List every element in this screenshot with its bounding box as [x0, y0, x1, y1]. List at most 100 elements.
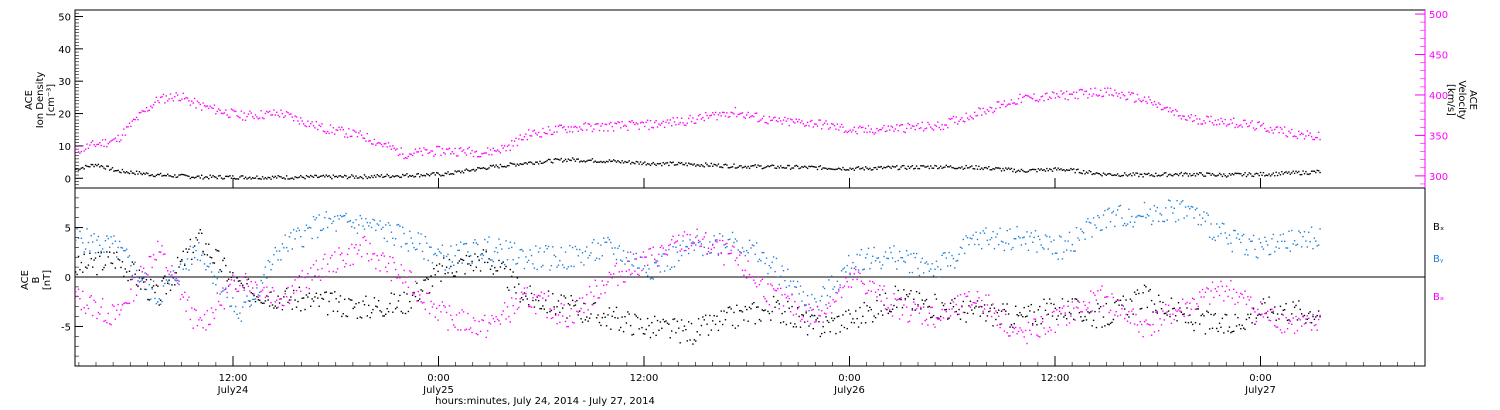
ion-density-point: [615, 161, 618, 163]
by-point: [772, 256, 775, 258]
bz-point: [1173, 318, 1175, 321]
ion-density-point: [451, 173, 453, 175]
bx-point: [478, 259, 480, 262]
by-point: [438, 250, 441, 253]
velocity-point: [377, 142, 380, 144]
ion-density-point: [1054, 167, 1057, 169]
by-point: [954, 267, 956, 269]
velocity-point: [881, 127, 884, 129]
velocity-point: [1315, 136, 1317, 139]
ion-density-point: [910, 166, 912, 168]
velocity-point: [976, 114, 979, 117]
velocity-point: [134, 118, 136, 121]
bx-point: [165, 293, 168, 295]
velocity-point: [1302, 133, 1304, 135]
x-tick-time-label: 0:00: [427, 373, 449, 384]
top-left-axis-line1: ACE: [24, 90, 35, 110]
ion-density-point: [796, 165, 799, 168]
bz-point: [1278, 318, 1280, 320]
bx-point: [1084, 315, 1086, 318]
bz-point: [158, 251, 160, 253]
ion-density-point: [815, 166, 817, 169]
bz-point: [113, 305, 115, 308]
by-point: [879, 261, 881, 263]
by-point: [131, 274, 134, 277]
ion-density-point: [1191, 174, 1194, 176]
velocity-point: [349, 135, 352, 138]
velocity-point: [1092, 93, 1095, 95]
velocity-point: [475, 150, 478, 153]
bx-point: [1105, 302, 1108, 305]
bx-point: [168, 279, 170, 281]
bx-point: [695, 340, 697, 342]
by-point: [634, 258, 636, 260]
bz-point: [992, 303, 994, 305]
velocity-point: [117, 134, 119, 137]
by-point: [867, 247, 870, 250]
velocity-point: [945, 124, 948, 126]
ion-density-point: [376, 174, 378, 176]
by-point: [1211, 238, 1214, 240]
velocity-point: [300, 117, 302, 119]
velocity-point: [747, 111, 749, 114]
bz-point: [913, 301, 915, 303]
ion-density-point: [981, 167, 983, 169]
bx-point: [1149, 288, 1151, 291]
bx-point: [586, 316, 588, 318]
by-point: [573, 265, 575, 268]
bx-point: [874, 316, 877, 319]
bz-point: [1118, 299, 1120, 302]
by-point: [321, 229, 323, 232]
ion-density-point: [355, 175, 357, 177]
bx-point: [712, 320, 714, 322]
by-point: [198, 242, 200, 244]
by-point: [862, 268, 864, 271]
bz-point: [847, 286, 850, 288]
bz-point: [1121, 308, 1123, 310]
ion-density-point: [646, 162, 649, 165]
bx-point: [464, 273, 466, 275]
velocity-point: [79, 152, 81, 154]
by-point: [379, 220, 381, 222]
bx-point: [792, 326, 795, 328]
ion-density-point: [703, 166, 705, 168]
bx-point: [1252, 307, 1255, 309]
velocity-point: [535, 132, 537, 134]
velocity-point: [462, 149, 465, 151]
bx-point: [998, 309, 1000, 311]
bx-point: [82, 271, 84, 273]
by-point: [1099, 229, 1102, 232]
by-point: [375, 229, 377, 232]
by-point: [1084, 238, 1086, 240]
by-point: [570, 265, 572, 267]
bx-point: [1300, 313, 1303, 315]
bx-point: [468, 255, 470, 258]
bx-point: [569, 304, 571, 306]
bz-point: [1081, 311, 1083, 313]
by-point: [780, 275, 782, 278]
ion-density-point: [587, 159, 589, 162]
bx-point: [1255, 317, 1258, 319]
velocity-point: [730, 111, 732, 114]
bz-point: [754, 282, 756, 284]
velocity-point: [598, 129, 601, 132]
by-point: [1296, 243, 1299, 246]
velocity-point: [710, 114, 713, 116]
velocity-point: [819, 119, 822, 121]
ion-density-point: [600, 160, 602, 163]
velocity-point: [839, 126, 841, 128]
velocity-point: [1251, 120, 1253, 122]
bz-point: [546, 316, 548, 319]
ion-density-point: [554, 157, 557, 160]
bx-point: [1275, 319, 1277, 321]
bz-point: [318, 275, 320, 277]
bz-point: [869, 280, 871, 282]
velocity-point: [87, 147, 90, 149]
velocity-point: [379, 142, 381, 144]
bx-point: [972, 312, 974, 315]
velocity-point: [1221, 120, 1224, 123]
bx-point: [1056, 318, 1058, 321]
velocity-point: [409, 153, 411, 155]
velocity-point: [713, 113, 715, 116]
ion-density-point: [339, 175, 342, 177]
